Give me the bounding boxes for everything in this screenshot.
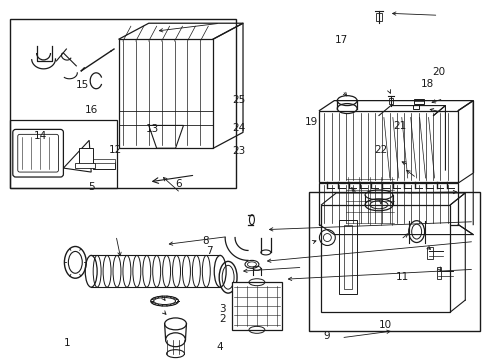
Text: 2: 2	[219, 314, 225, 324]
Bar	[344, 175, 395, 227]
Bar	[413, 99, 423, 104]
Bar	[232, 282, 281, 330]
Bar	[93, 159, 115, 163]
Text: 8: 8	[202, 236, 208, 246]
Bar	[321, 205, 449, 312]
Bar	[412, 105, 418, 109]
Bar	[10, 121, 117, 188]
Text: 21: 21	[392, 121, 406, 131]
Text: 22: 22	[374, 145, 387, 155]
Text: 5: 5	[88, 182, 95, 192]
Bar	[344, 225, 351, 289]
Text: 7: 7	[206, 247, 212, 256]
Text: 24: 24	[232, 123, 245, 133]
Text: 13: 13	[145, 124, 159, 134]
Text: 14: 14	[34, 131, 47, 141]
Text: 16: 16	[85, 105, 98, 114]
Text: 25: 25	[232, 95, 245, 105]
Text: 6: 6	[175, 179, 182, 189]
Bar	[319, 111, 457, 182]
Text: 11: 11	[395, 272, 408, 282]
Text: 4: 4	[217, 342, 223, 352]
Bar	[75, 163, 95, 168]
Text: 9: 9	[323, 332, 329, 342]
Bar	[119, 39, 213, 148]
Bar	[10, 19, 236, 188]
Text: 3: 3	[219, 304, 225, 314]
Text: 18: 18	[420, 79, 433, 89]
Bar	[426, 247, 432, 260]
Bar	[375, 13, 381, 21]
Text: 15: 15	[75, 80, 88, 90]
Bar	[378, 116, 433, 180]
Bar	[436, 267, 441, 279]
Text: 1: 1	[64, 338, 71, 347]
Bar	[93, 162, 115, 169]
Text: 12: 12	[109, 145, 122, 155]
Text: 17: 17	[334, 35, 347, 45]
Text: 20: 20	[431, 67, 444, 77]
Bar	[339, 220, 356, 294]
Bar	[79, 148, 93, 166]
Bar	[388, 98, 392, 104]
Text: 19: 19	[304, 117, 317, 127]
Text: 10: 10	[378, 320, 391, 330]
Text: 23: 23	[232, 146, 245, 156]
Bar	[309, 192, 479, 331]
Bar	[319, 183, 457, 225]
